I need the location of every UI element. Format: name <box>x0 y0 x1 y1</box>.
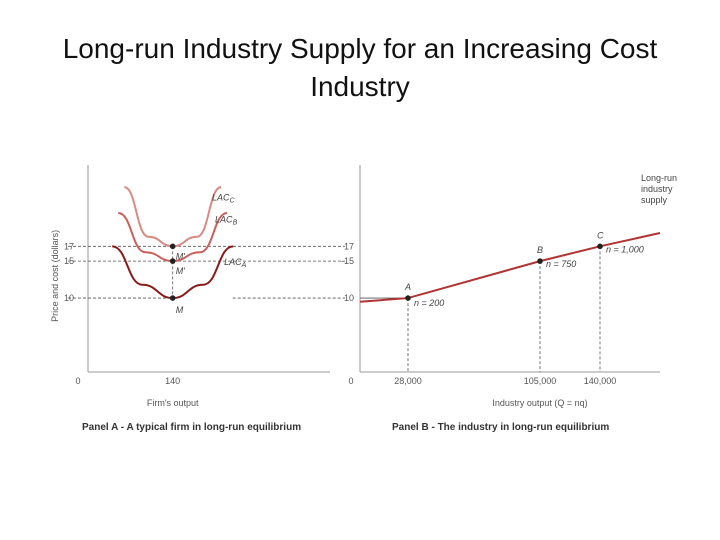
panel-a-x-axis-label: Firm's output <box>147 398 199 408</box>
equilibrium-point-label: A <box>404 282 411 292</box>
panel-a-point-label: M' <box>176 266 185 276</box>
panel-b-x-tick-label: 28,000 <box>394 376 422 386</box>
panel-a-x-tick-label: 140 <box>165 376 180 386</box>
lac-a-label: LACA <box>224 257 247 269</box>
panel-a-x-tick-label: 0 <box>75 376 80 386</box>
equilibrium-point <box>597 243 603 250</box>
panel-a-caption: Panel A - A typical firm in long-run equ… <box>82 422 301 433</box>
panel-b-x-tick-label: 140,000 <box>584 376 617 386</box>
equilibrium-point <box>537 258 543 264</box>
panel-a-min-point <box>169 258 176 264</box>
panel-b-y-tick-label: 10 <box>344 293 354 303</box>
equilibrium-point <box>405 295 411 301</box>
equilibrium-point-label: C <box>597 230 604 240</box>
panel-a-min-point <box>169 243 176 250</box>
panel-a-point-label: M' <box>176 251 185 261</box>
lac-curve-c <box>123 186 222 248</box>
panel-a-min-point <box>169 295 176 301</box>
supply-curve-label: supply <box>641 195 668 205</box>
panel-b-y-tick-label: 17 <box>344 241 354 251</box>
panel-b-x-tick-label: 0 <box>348 376 353 386</box>
panel-a-point-label: M <box>176 305 184 315</box>
panel-a-y-axis-label: Price and cost (dollars) <box>50 230 60 322</box>
slide-title-line1: Long-run Industry Supply for an Increasi… <box>62 33 658 64</box>
firm-count-label: n = 750 <box>546 259 576 269</box>
supply-curve-label: industry <box>641 184 673 194</box>
lac-b-label: LACB <box>215 215 238 227</box>
panel-b-x-tick-label: 105,000 <box>524 376 557 386</box>
equilibrium-point-label: B <box>537 245 543 255</box>
panel-b-y-tick-label: -15 <box>341 256 354 266</box>
panel-b-caption: Panel B - The industry in long-run equil… <box>392 422 609 433</box>
slide-title-line2: Industry <box>310 71 410 102</box>
supply-curve-label: Long-run <box>641 173 677 183</box>
slide-title: Long-run Industry Supply for an Increasi… <box>0 30 720 106</box>
firm-count-label: n = 200 <box>414 298 444 308</box>
panel-b-x-axis-label: Industry output (Q = nq) <box>492 398 587 408</box>
lac-c-label: LACC <box>212 192 236 204</box>
firm-count-label: n = 1,000 <box>606 244 644 254</box>
